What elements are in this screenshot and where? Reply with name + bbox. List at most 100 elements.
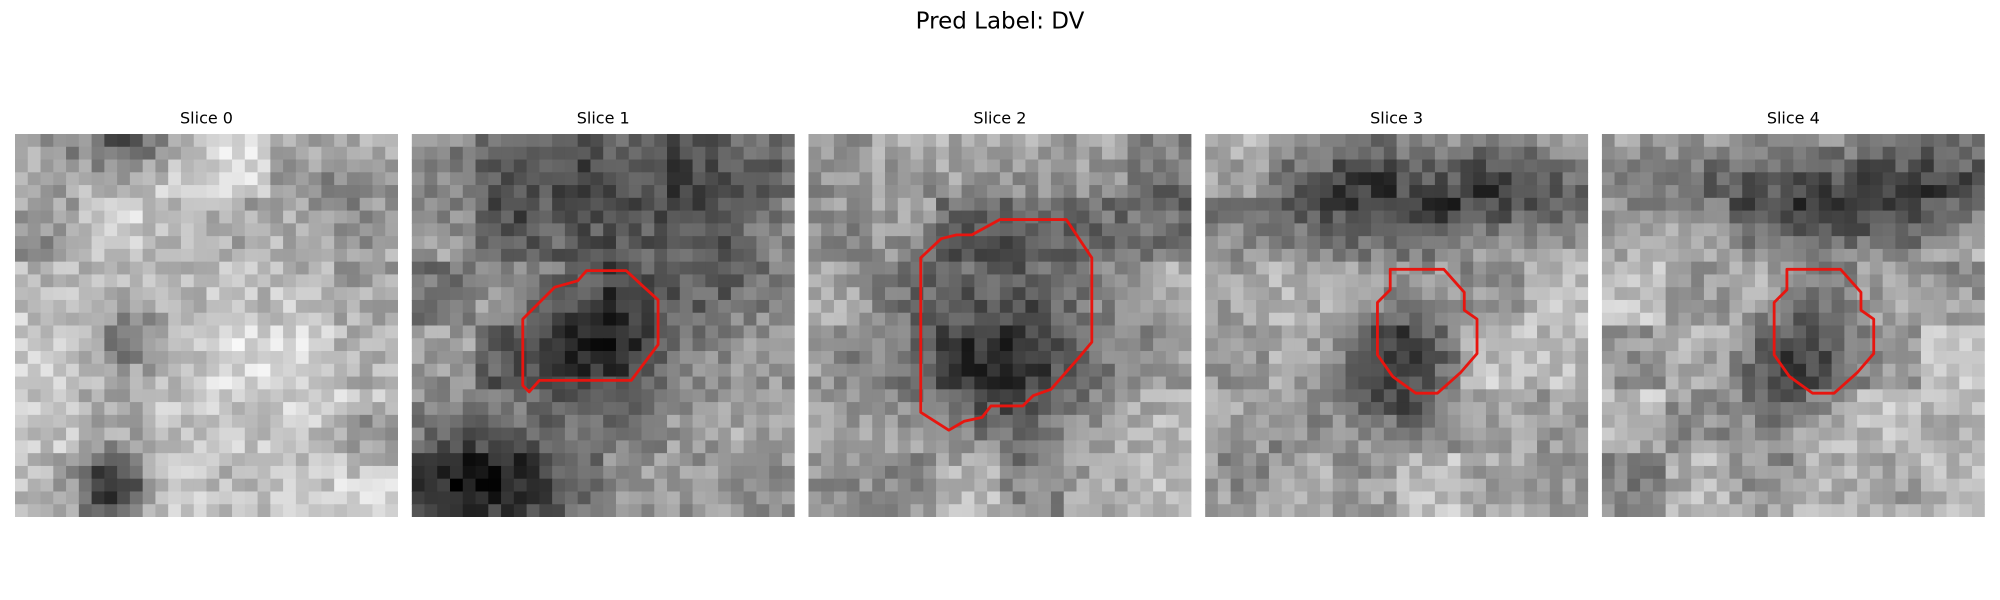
pixel <box>1447 325 1461 339</box>
pixel <box>552 440 566 454</box>
pixel <box>40 312 54 327</box>
pixel <box>1460 465 1474 480</box>
pixel <box>1498 338 1513 352</box>
pixel <box>1076 427 1090 441</box>
pixel <box>615 465 630 480</box>
pixel <box>1140 274 1154 288</box>
pixel <box>1652 248 1667 263</box>
pixel <box>462 197 477 212</box>
pixel <box>1716 402 1730 416</box>
pixel <box>104 453 118 467</box>
pixel <box>346 363 361 378</box>
pixel <box>450 172 464 186</box>
pixel <box>462 414 477 429</box>
pixel <box>1178 172 1192 186</box>
pixel <box>1396 478 1410 492</box>
pixel <box>15 414 29 429</box>
pixel <box>987 465 1001 480</box>
pixel <box>1524 236 1538 250</box>
pixel <box>1140 478 1154 492</box>
pixel <box>974 134 988 148</box>
pixel <box>1549 312 1564 327</box>
pixel <box>859 389 873 403</box>
pixel <box>295 248 310 263</box>
pixel <box>936 159 950 173</box>
pixel <box>1243 146 1257 161</box>
pixel <box>1537 312 1551 327</box>
pixel <box>1767 134 1782 148</box>
pixel <box>91 325 105 339</box>
pixel <box>936 491 950 505</box>
pixel <box>781 351 795 365</box>
pixel <box>40 440 54 454</box>
pixel <box>1806 287 1820 301</box>
pixel <box>1460 389 1474 403</box>
pixel <box>1742 261 1756 275</box>
pixel <box>1665 236 1679 250</box>
pixel <box>1831 248 1845 263</box>
pixel <box>155 172 169 186</box>
pixel <box>372 274 386 288</box>
pixel <box>999 172 1014 186</box>
pixel <box>859 402 873 416</box>
pixel <box>27 363 42 378</box>
pixel <box>948 146 963 161</box>
pixel <box>1012 197 1026 212</box>
pixel <box>334 223 348 237</box>
pixel <box>1320 197 1334 212</box>
pixel <box>1895 261 1909 275</box>
pixel <box>1012 312 1026 327</box>
pixel <box>1447 351 1461 365</box>
pixel <box>846 299 860 314</box>
pixel <box>923 363 937 378</box>
pixel <box>1063 223 1078 237</box>
pixel <box>1627 453 1641 467</box>
pixel <box>1114 287 1129 301</box>
pixel <box>705 274 719 288</box>
pixel <box>859 325 873 339</box>
pixel <box>66 274 80 288</box>
pixel <box>1332 210 1347 224</box>
pixel <box>948 312 963 327</box>
pixel <box>808 402 822 416</box>
pixel <box>1281 248 1295 263</box>
pixel <box>1755 440 1769 454</box>
pixel <box>1345 376 1359 390</box>
pixel <box>1012 248 1026 263</box>
pixel <box>372 197 386 212</box>
pixel <box>936 172 950 186</box>
pixel <box>769 427 783 441</box>
pixel <box>219 427 233 441</box>
pixel <box>1806 478 1820 492</box>
pixel <box>1281 236 1295 250</box>
pixel <box>1127 274 1141 288</box>
pixel <box>1946 261 1960 275</box>
pixel <box>1281 504 1295 517</box>
pixel <box>846 146 860 161</box>
pixel <box>1601 465 1616 480</box>
pixel <box>1383 248 1398 263</box>
pixel <box>1601 261 1616 275</box>
pixel <box>27 389 42 403</box>
contour <box>919 218 1094 432</box>
pixel <box>1320 376 1334 390</box>
pixel <box>564 299 579 314</box>
pixel <box>91 134 105 148</box>
pixel <box>1729 197 1743 212</box>
pixel <box>897 453 912 467</box>
pixel <box>450 287 464 301</box>
pixel <box>1076 389 1090 403</box>
pixel <box>475 312 489 327</box>
pixel <box>885 287 899 301</box>
pixel <box>564 363 579 378</box>
pixel <box>1665 185 1679 199</box>
pixel <box>539 414 553 429</box>
pixel <box>1498 351 1513 365</box>
pixel <box>552 414 566 429</box>
pixel <box>411 312 425 327</box>
pixel <box>628 159 643 173</box>
pixel <box>475 478 489 492</box>
pixel <box>1345 363 1359 378</box>
pixel <box>1882 465 1896 480</box>
pixel <box>1127 197 1141 212</box>
